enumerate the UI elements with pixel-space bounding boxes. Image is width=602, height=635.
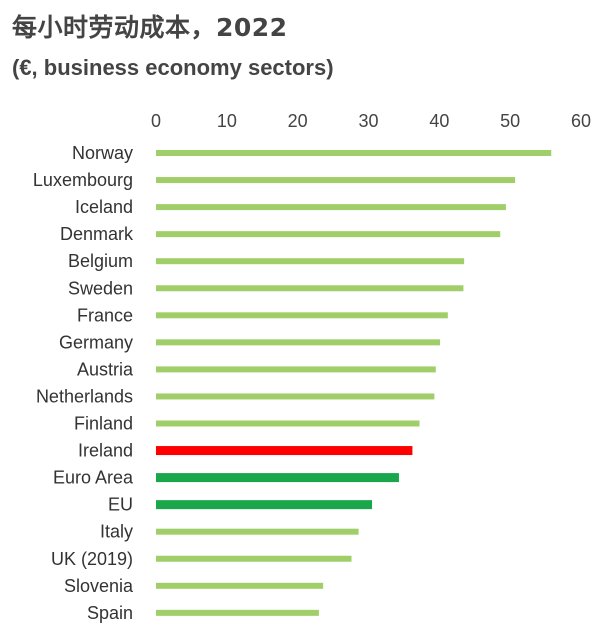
x-tick-label: 20: [288, 111, 308, 131]
category-label: Sweden: [68, 278, 133, 298]
category-label: Belgium: [68, 251, 133, 271]
category-label: Slovenia: [64, 576, 134, 596]
bar-germany: [156, 339, 441, 346]
bar-italy: [156, 528, 359, 535]
category-label: France: [77, 305, 133, 325]
category-label: Iceland: [75, 197, 133, 217]
category-label: Euro Area: [53, 468, 134, 488]
x-axis-ticks: 0 10 20 30 40 50 60: [151, 111, 591, 131]
bar-euro-area: [156, 473, 399, 483]
bar-austria: [156, 366, 436, 373]
chart-title: 每小时劳动成本，2022: [12, 13, 288, 42]
bar-slovenia: [156, 582, 324, 589]
category-label: Denmark: [60, 224, 134, 244]
bars: [156, 150, 552, 616]
x-tick-label: 60: [571, 111, 591, 131]
x-tick-label: 30: [358, 111, 378, 131]
category-label: Austria: [77, 359, 134, 379]
bar-uk-2019: [156, 555, 352, 562]
category-label: Spain: [87, 603, 133, 623]
category-label: Luxembourg: [33, 170, 133, 190]
bar-luxembourg: [156, 177, 516, 184]
bar-spain: [156, 609, 319, 616]
x-tick-label: 0: [151, 111, 161, 131]
bar-ireland: [156, 446, 413, 456]
bar-eu: [156, 500, 373, 510]
chart-subtitle: (€, business economy sectors): [12, 55, 334, 80]
category-label: Ireland: [78, 441, 133, 461]
category-label: Italy: [100, 522, 133, 542]
bar-finland: [156, 420, 420, 427]
category-label: Netherlands: [36, 386, 133, 406]
bar-netherlands: [156, 393, 435, 400]
category-label: Finland: [74, 414, 133, 434]
category-label: Germany: [59, 332, 133, 352]
bar-iceland: [156, 204, 506, 211]
bar-norway: [156, 150, 552, 156]
x-tick-label: 10: [217, 111, 237, 131]
x-tick-label: 40: [429, 111, 449, 131]
category-label: EU: [108, 495, 133, 515]
category-label: UK (2019): [51, 549, 133, 569]
category-labels: Norway Luxembourg Iceland Denmark Belgium Swe…: [33, 143, 134, 623]
bar-sweden: [156, 285, 464, 292]
bar-france: [156, 312, 448, 319]
category-label: Norway: [72, 143, 133, 163]
bar-belgium: [156, 258, 465, 265]
bar-denmark: [156, 231, 501, 238]
x-tick-label: 50: [500, 111, 520, 131]
